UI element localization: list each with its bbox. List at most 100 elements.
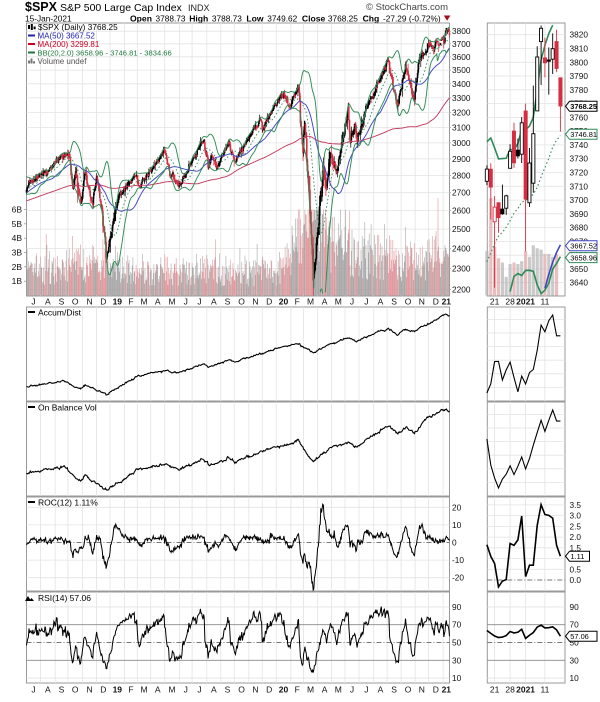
- svg-text:2021: 2021: [516, 685, 535, 695]
- svg-text:S&P 500 Large Cap Index: S&P 500 Large Cap Index: [60, 2, 183, 14]
- svg-text:70: 70: [570, 620, 580, 630]
- svg-text:30: 30: [570, 655, 580, 665]
- svg-text:2200: 2200: [452, 285, 471, 295]
- svg-text:M: M: [307, 297, 314, 307]
- svg-text:A: A: [211, 297, 217, 307]
- svg-text:O: O: [405, 685, 412, 695]
- svg-text:N: N: [419, 297, 425, 307]
- svg-text:N: N: [419, 685, 425, 695]
- svg-text:N: N: [252, 297, 258, 307]
- svg-text:2300: 2300: [452, 264, 471, 274]
- svg-text:M: M: [307, 685, 314, 695]
- svg-text:90: 90: [452, 602, 462, 612]
- svg-text:F: F: [128, 297, 133, 307]
- svg-text:S: S: [391, 297, 397, 307]
- svg-text:On Balance Vol: On Balance Vol: [38, 403, 97, 413]
- svg-text:3200: 3200: [452, 107, 471, 117]
- svg-text:3800: 3800: [570, 57, 589, 67]
- svg-text:19: 19: [113, 685, 123, 695]
- svg-text:A: A: [378, 685, 384, 695]
- svg-text:10: 10: [452, 673, 462, 683]
- svg-text:3768.25: 3768.25: [328, 14, 358, 24]
- svg-text:70: 70: [452, 620, 462, 630]
- svg-text:M: M: [335, 297, 342, 307]
- svg-text:-20: -20: [452, 573, 464, 583]
- svg-text:3658.96: 3658.96: [570, 253, 597, 262]
- svg-text:M: M: [140, 297, 147, 307]
- svg-text:3710: 3710: [570, 181, 589, 191]
- svg-text:3640: 3640: [570, 278, 589, 288]
- svg-text:D: D: [433, 297, 439, 307]
- svg-text:57.06: 57.06: [570, 632, 589, 641]
- svg-text:O: O: [238, 297, 245, 307]
- svg-text:2.5: 2.5: [570, 521, 582, 531]
- svg-text:S: S: [59, 297, 65, 307]
- svg-text:N: N: [252, 685, 258, 695]
- svg-text:28: 28: [505, 685, 515, 695]
- svg-text:N: N: [87, 297, 93, 307]
- svg-text:3800: 3800: [452, 26, 471, 36]
- svg-text:4B: 4B: [12, 233, 23, 243]
- svg-text:2.0: 2.0: [570, 532, 582, 542]
- svg-text:19: 19: [113, 297, 123, 307]
- svg-text:1B: 1B: [12, 276, 23, 286]
- svg-text:3768.25: 3768.25: [570, 102, 597, 111]
- svg-text:3749.62: 3749.62: [267, 14, 297, 24]
- svg-text:20: 20: [279, 685, 289, 695]
- svg-text:A: A: [378, 297, 384, 307]
- svg-text:BB(20,2.0) 3658.96 - 3746.81 -: BB(20,2.0) 3658.96 - 3746.81 - 3834.66: [38, 49, 172, 58]
- svg-text:M: M: [335, 685, 342, 695]
- svg-text:A: A: [155, 685, 161, 695]
- svg-text:21: 21: [490, 685, 500, 695]
- svg-text:3788.73: 3788.73: [156, 14, 186, 24]
- svg-text:J: J: [364, 685, 368, 695]
- svg-text:1.11: 1.11: [571, 552, 585, 561]
- svg-text:3810: 3810: [570, 44, 589, 54]
- svg-text:3600: 3600: [452, 52, 471, 62]
- svg-text:F: F: [295, 297, 300, 307]
- svg-text:2400: 2400: [452, 243, 471, 253]
- svg-text:S: S: [225, 297, 231, 307]
- svg-text:21: 21: [442, 685, 452, 695]
- svg-text:2900: 2900: [452, 154, 471, 164]
- svg-text:D: D: [100, 685, 106, 695]
- svg-text:J: J: [184, 297, 188, 307]
- svg-text:1.5: 1.5: [570, 543, 582, 553]
- svg-text:0: 0: [452, 538, 457, 548]
- svg-text:$SPX (Daily) 3768.25: $SPX (Daily) 3768.25: [38, 23, 118, 32]
- svg-text:3730: 3730: [570, 154, 589, 164]
- svg-text:2600: 2600: [452, 206, 471, 216]
- svg-text:90: 90: [570, 602, 580, 612]
- svg-text:M: M: [169, 297, 176, 307]
- svg-text:30: 30: [452, 655, 462, 665]
- svg-text:J: J: [364, 297, 368, 307]
- svg-text:50: 50: [452, 638, 462, 648]
- svg-text:RSI(14) 57.06: RSI(14) 57.06: [38, 593, 91, 603]
- svg-text:MA(50) 3667.52: MA(50) 3667.52: [38, 32, 96, 41]
- svg-text:ROC(12) 1.11%: ROC(12) 1.11%: [38, 498, 98, 508]
- svg-text:0.0: 0.0: [570, 575, 582, 585]
- svg-text:2500: 2500: [452, 224, 471, 234]
- svg-text:3780: 3780: [570, 85, 589, 95]
- svg-text:D: D: [266, 297, 272, 307]
- svg-text:A: A: [211, 685, 217, 695]
- svg-text:J: J: [197, 297, 201, 307]
- svg-text:© StockCharts.com: © StockCharts.com: [366, 2, 448, 13]
- svg-text:Volume undef: Volume undef: [38, 57, 88, 66]
- svg-text:M: M: [169, 685, 176, 695]
- svg-text:50: 50: [570, 638, 580, 648]
- svg-text:3690: 3690: [570, 209, 589, 219]
- svg-text:M: M: [140, 685, 147, 695]
- svg-text:5B: 5B: [12, 219, 23, 229]
- svg-text:Accum/Dist: Accum/Dist: [38, 308, 82, 318]
- svg-text:3000: 3000: [452, 138, 471, 148]
- svg-text:$SPX: $SPX: [25, 0, 58, 14]
- svg-text:2021: 2021: [516, 297, 535, 307]
- svg-text:3700: 3700: [570, 195, 589, 205]
- svg-text:2800: 2800: [452, 171, 471, 181]
- svg-text:11: 11: [540, 297, 549, 307]
- svg-text:3667.52: 3667.52: [570, 242, 597, 251]
- svg-text:3500: 3500: [452, 65, 471, 75]
- svg-text:A: A: [155, 297, 161, 307]
- svg-text:3740: 3740: [570, 140, 589, 150]
